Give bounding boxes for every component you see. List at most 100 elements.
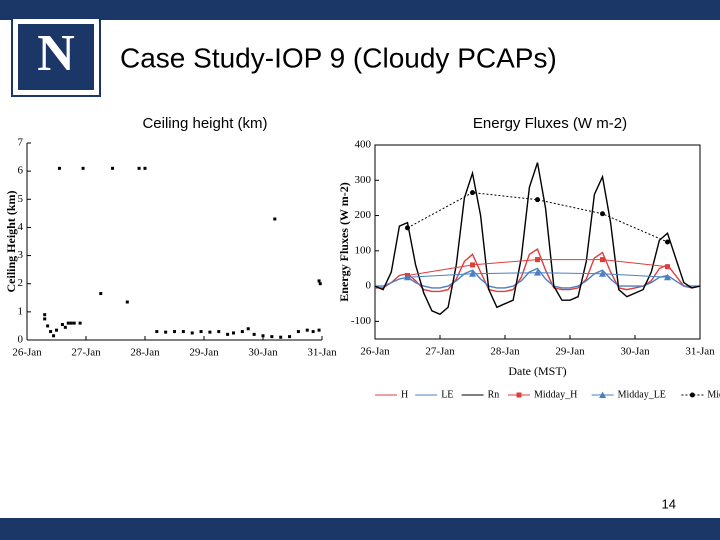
- point: [43, 313, 47, 317]
- legend-label: Midday_H: [534, 389, 577, 400]
- point: [317, 328, 321, 332]
- legend-marker: [689, 392, 695, 398]
- x-axis-label: Date (MST): [508, 364, 566, 378]
- y-tick-label: 0: [18, 334, 24, 346]
- footer-bar: [0, 518, 720, 540]
- header-bar: [0, 0, 720, 20]
- x-tick-label: 29-Jan: [555, 346, 585, 358]
- point: [137, 166, 141, 170]
- y-tick-label: 400: [355, 139, 372, 151]
- point: [232, 331, 235, 335]
- point: [49, 330, 53, 334]
- point: [311, 330, 315, 334]
- marker: [470, 262, 475, 268]
- x-tick-label: 28-Jan: [130, 347, 160, 359]
- logo-bg: [18, 24, 94, 90]
- chart-title: Ceiling height (km): [142, 115, 267, 132]
- point: [181, 330, 185, 334]
- slide-title: Case Study-IOP 9 (Cloudy PCAPs): [120, 42, 557, 73]
- page-number: 14: [662, 496, 676, 511]
- y-tick-label: 300: [355, 174, 372, 186]
- point: [173, 330, 176, 334]
- x-tick-label: 26-Jan: [360, 346, 390, 358]
- y-tick-label: 1: [18, 305, 24, 317]
- y-tick-label: 2: [18, 277, 24, 289]
- point: [279, 335, 283, 339]
- point: [164, 330, 168, 334]
- chart-title: Energy Fluxes (W m-2): [473, 115, 627, 132]
- marker: [534, 269, 541, 276]
- plot-frame: [374, 144, 701, 340]
- marker: [469, 270, 476, 277]
- point: [46, 324, 50, 328]
- marker: [599, 270, 606, 277]
- y-tick-label: -100: [351, 315, 372, 327]
- x-tick-label: 31-Jan: [307, 347, 337, 359]
- marker: [404, 273, 411, 281]
- marker: [405, 225, 410, 231]
- point: [261, 334, 265, 338]
- point: [57, 166, 61, 170]
- y-tick-label: 3: [18, 249, 24, 261]
- series-line: [407, 192, 668, 243]
- legend-marker: [516, 392, 522, 398]
- y-tick-label: 100: [355, 244, 372, 256]
- x-tick-label: 26-Jan: [12, 347, 42, 359]
- point: [72, 321, 76, 325]
- y-tick-label: 0: [366, 280, 372, 292]
- point: [111, 166, 115, 170]
- point: [66, 321, 70, 325]
- y-tick-label: 7: [18, 137, 24, 149]
- legend-label: H: [401, 389, 408, 400]
- legend-label: Midday_LE: [618, 389, 666, 400]
- marker: [535, 257, 540, 263]
- logo: N: [37, 25, 75, 82]
- point: [63, 325, 67, 329]
- point: [208, 330, 212, 334]
- point: [125, 300, 129, 304]
- point: [143, 166, 147, 170]
- legend-label: Midday_Rn: [707, 389, 720, 400]
- point: [273, 217, 277, 221]
- marker: [665, 264, 670, 270]
- point: [288, 335, 292, 339]
- point: [69, 321, 73, 325]
- point: [190, 331, 194, 335]
- marker: [665, 239, 670, 245]
- point: [81, 166, 85, 170]
- point: [305, 328, 309, 332]
- y-axis-label: Energy Fluxes (W m-2): [337, 182, 351, 301]
- point: [317, 279, 321, 283]
- point: [270, 335, 274, 339]
- point: [60, 323, 64, 327]
- y-tick-label: 4: [18, 221, 24, 233]
- x-tick-label: 30-Jan: [248, 347, 278, 359]
- point: [155, 330, 159, 334]
- marker: [600, 257, 605, 263]
- legend-label: LE: [441, 389, 453, 400]
- x-tick-label: 28-Jan: [490, 346, 520, 358]
- marker: [535, 197, 540, 203]
- series-line: [374, 162, 701, 316]
- y-tick-label: 5: [18, 193, 24, 205]
- x-tick-label: 27-Jan: [425, 346, 455, 358]
- legend-marker: [599, 391, 607, 398]
- marker: [600, 211, 605, 217]
- point: [296, 330, 300, 334]
- marker: [664, 273, 671, 281]
- point: [43, 317, 47, 321]
- point: [318, 282, 322, 286]
- y-axis-label: Ceiling Height (km): [4, 191, 18, 293]
- point: [246, 327, 250, 331]
- x-tick-label: 27-Jan: [71, 347, 101, 359]
- point: [52, 334, 56, 338]
- point: [55, 328, 58, 332]
- point: [240, 330, 244, 334]
- point: [252, 332, 256, 336]
- point: [78, 321, 82, 325]
- x-tick-label: 30-Jan: [620, 346, 650, 358]
- point: [199, 330, 203, 334]
- y-tick-label: 6: [18, 165, 24, 177]
